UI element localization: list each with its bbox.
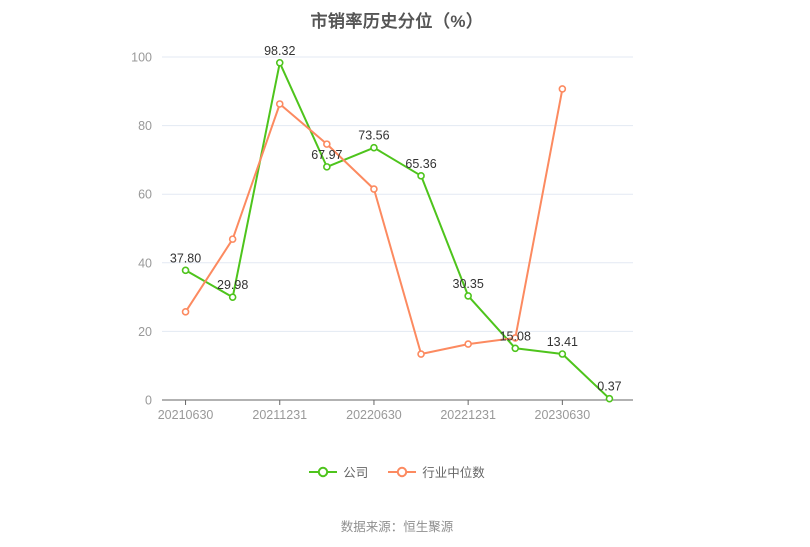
data-point — [228, 293, 237, 301]
data-point — [275, 100, 284, 108]
data-point — [464, 292, 472, 300]
legend-label: 公司 — [343, 466, 369, 480]
data-point — [605, 394, 614, 403]
data-point-label: 0.37 — [597, 380, 621, 394]
data-point-label: 29.98 — [217, 278, 248, 292]
data-point-label: 73.56 — [358, 129, 389, 143]
data-point — [464, 340, 472, 348]
legend-item-industry-median[interactable]: 行业中位数 — [388, 462, 485, 481]
data-point — [558, 85, 567, 93]
data-source-note: 数据来源：恒生聚源 — [340, 520, 454, 534]
x-axis-tick-label: 20211231 — [252, 408, 307, 422]
data-point — [417, 350, 425, 358]
data-point — [511, 334, 520, 342]
data-point — [181, 308, 190, 316]
data-point-label: 67.97 — [311, 148, 342, 162]
chart-title: 市销率历史分位（%） — [310, 12, 484, 31]
y-axis-tick-label: 0 — [145, 394, 152, 408]
data-point — [275, 58, 284, 67]
y-axis-tick-label: 60 — [138, 188, 152, 202]
legend-line-marker-icon — [309, 466, 338, 477]
data-point — [323, 140, 331, 148]
data-point — [558, 350, 567, 358]
data-point-label: 30.35 — [453, 277, 484, 291]
y-axis-tick-label: 20 — [138, 325, 152, 339]
legend-item-company[interactable]: 公司 — [309, 462, 368, 481]
x-axis-tick-label: 20230630 — [535, 408, 591, 422]
y-axis-tick-label: 80 — [138, 119, 152, 133]
y-axis-tick-label: 100 — [131, 51, 152, 65]
data-point — [511, 344, 520, 353]
y-axis-tick-label: 40 — [138, 256, 152, 270]
x-axis-tick-label: 20221231 — [440, 408, 496, 422]
data-point — [370, 143, 378, 152]
x-axis-tick-label: 20220630 — [346, 408, 402, 422]
series-line-0 — [185, 61, 611, 400]
data-point — [417, 172, 425, 180]
data-point-label: 15.08 — [500, 329, 531, 343]
data-point-label: 37.80 — [170, 251, 201, 265]
legend-line-marker-icon — [388, 466, 417, 477]
legend: 公司 行业中位数 — [0, 462, 794, 481]
x-axis-tick-label: 20210630 — [158, 408, 214, 422]
legend-label: 行业中位数 — [422, 466, 485, 480]
data-point — [228, 235, 237, 243]
data-point-label: 98.32 — [264, 44, 295, 58]
data-point-label: 65.36 — [405, 157, 436, 171]
data-point-label: 13.41 — [547, 335, 578, 349]
data-point — [323, 163, 331, 171]
data-point — [181, 266, 190, 275]
data-point — [370, 185, 378, 193]
